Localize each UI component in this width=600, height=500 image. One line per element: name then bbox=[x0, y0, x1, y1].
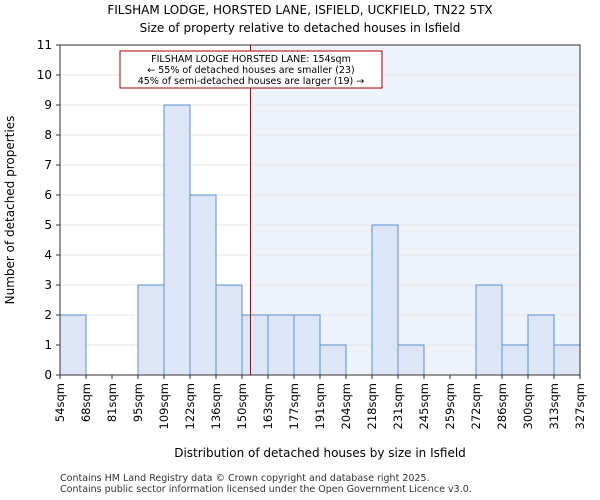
annotation-box bbox=[119, 50, 383, 89]
x-tick-label-286sqm: 286sqm bbox=[495, 383, 509, 429]
x-tick-label-204sqm: 204sqm bbox=[339, 383, 353, 429]
x-tick-label-313sqm: 313sqm bbox=[547, 383, 561, 429]
footer-line-2: Contains public sector information licen… bbox=[60, 484, 472, 495]
x-tick-label-68sqm: 68sqm bbox=[79, 383, 93, 422]
footer-line-1: Contains HM Land Registry data © Crown c… bbox=[60, 473, 430, 484]
x-axis-label: Distribution of detached houses by size … bbox=[174, 446, 466, 460]
y-tick-label: 5 bbox=[44, 218, 52, 232]
y-tick-label: 1 bbox=[44, 338, 52, 352]
bar-109sqm bbox=[163, 104, 191, 376]
x-tick-label-136sqm: 136sqm bbox=[209, 383, 223, 429]
y-tick-label: 2 bbox=[44, 308, 52, 322]
y-tick-label: 10 bbox=[37, 68, 52, 82]
y-tick-label: 11 bbox=[37, 38, 52, 52]
x-tick-label-191sqm: 191sqm bbox=[313, 383, 327, 429]
y-tick-label: 7 bbox=[44, 158, 52, 172]
y-tick-label: 0 bbox=[44, 368, 52, 382]
x-tick-label-109sqm: 109sqm bbox=[157, 383, 171, 429]
bar-300sqm bbox=[527, 314, 555, 376]
bar-136sqm bbox=[215, 284, 243, 376]
bar-286sqm bbox=[501, 344, 529, 376]
bar-54sqm bbox=[59, 314, 87, 376]
x-tick-label-54sqm: 54sqm bbox=[53, 383, 67, 422]
annotation-line-1: FILSHAM LODGE HORSTED LANE: 154sqm bbox=[151, 54, 351, 65]
bar-191sqm bbox=[319, 344, 347, 376]
y-tick-label: 3 bbox=[44, 278, 52, 292]
chart-title: FILSHAM LODGE, HORSTED LANE, ISFIELD, UC… bbox=[107, 3, 493, 17]
x-tick-label-259sqm: 259sqm bbox=[443, 383, 457, 429]
bar-122sqm bbox=[189, 194, 217, 376]
bar-272sqm bbox=[475, 284, 503, 376]
y-tick-label: 4 bbox=[44, 248, 52, 262]
x-tick-label-245sqm: 245sqm bbox=[417, 383, 431, 429]
x-tick-label-163sqm: 163sqm bbox=[261, 383, 275, 429]
bar-231sqm bbox=[397, 344, 425, 376]
x-tick-label-177sqm: 177sqm bbox=[287, 383, 301, 429]
x-tick-label-300sqm: 300sqm bbox=[521, 383, 535, 429]
y-tick-label: 6 bbox=[44, 188, 52, 202]
bar-218sqm bbox=[371, 224, 399, 376]
bar-313sqm bbox=[553, 344, 581, 376]
x-tick-label-218sqm: 218sqm bbox=[365, 383, 379, 429]
x-tick-label-150sqm: 150sqm bbox=[235, 383, 249, 429]
x-tick-label-81sqm: 81sqm bbox=[105, 383, 119, 422]
bar-163sqm bbox=[267, 314, 295, 376]
annotation-line-3: 45% of semi-detached houses are larger (… bbox=[138, 76, 365, 87]
y-tick-label: 9 bbox=[44, 98, 52, 112]
chart-subtitle: Size of property relative to detached ho… bbox=[139, 21, 461, 35]
x-tick-label-95sqm: 95sqm bbox=[131, 383, 145, 422]
x-tick-label-231sqm: 231sqm bbox=[391, 383, 405, 429]
bar-177sqm bbox=[293, 314, 321, 376]
bar-95sqm bbox=[137, 284, 165, 376]
x-tick-label-122sqm: 122sqm bbox=[183, 383, 197, 429]
x-tick-label-272sqm: 272sqm bbox=[469, 383, 483, 429]
y-axis-label: Number of detached properties bbox=[3, 116, 17, 305]
x-tick-label-327sqm: 327sqm bbox=[573, 383, 587, 429]
bar-150sqm bbox=[241, 314, 269, 376]
y-tick-label: 8 bbox=[44, 128, 52, 142]
annotation-line-2: ← 55% of detached houses are smaller (23… bbox=[147, 65, 354, 76]
